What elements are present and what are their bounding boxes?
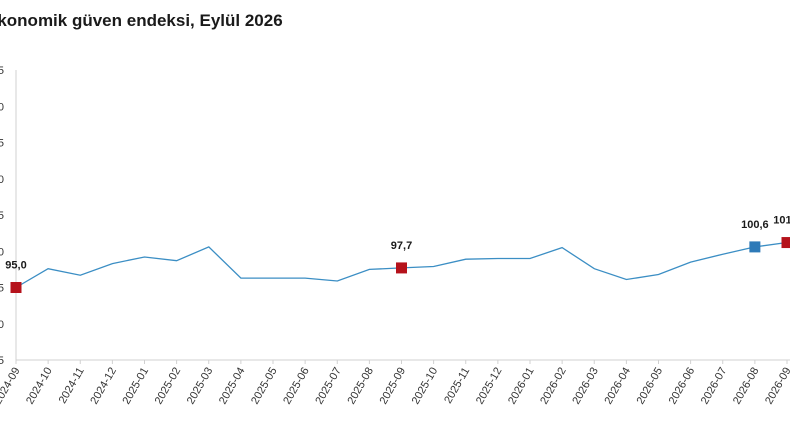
x-tick-label: 2026-04 (602, 366, 633, 407)
x-tick-label: 2025-06 (281, 366, 312, 407)
x-tick-label: 2026-07 (699, 366, 730, 407)
y-tick-label: 100 (0, 246, 4, 258)
y-tick-label: 85 (0, 355, 4, 367)
x-tick-label: 2025-10 (410, 366, 441, 407)
data-label: 101,2 (773, 215, 790, 227)
data-marker (396, 262, 407, 274)
data-marker (10, 282, 22, 293)
chart-title: Ekonomik güven endeksi, Eylül 2026 (0, 11, 283, 30)
x-tick-label: 2025-07 (313, 366, 344, 407)
data-marker (749, 241, 761, 253)
data-marker (781, 237, 790, 249)
x-tick-label: 2025-01 (121, 366, 152, 407)
data-label: 100,6 (741, 219, 769, 231)
x-tick-label: 2026-06 (667, 366, 698, 407)
x-tick-label: 2026-03 (570, 366, 601, 407)
x-tick-label: 2026-09 (763, 366, 790, 407)
data-label: 97,7 (391, 240, 412, 252)
x-tick-label: 2024-11 (57, 366, 87, 406)
x-tick-label: 2024-09 (0, 366, 23, 407)
x-tick-label: 2025-03 (185, 366, 216, 407)
x-tick-label: 2025-04 (217, 366, 248, 407)
y-tick-label: 115 (0, 138, 4, 150)
x-tick-label: 2025-02 (153, 366, 184, 407)
x-tick-label: 2025-05 (249, 366, 280, 407)
x-tick-label: 2026-01 (506, 366, 537, 407)
y-tick-label: 105 (0, 210, 4, 222)
x-tick-label: 2025-11 (442, 366, 472, 406)
x-tick-label: 2026-08 (731, 366, 762, 407)
y-tick-label: 90 (0, 319, 4, 331)
y-tick-label: 120 (0, 101, 4, 113)
x-tick-label: 2025-08 (345, 366, 376, 407)
y-tick-label: 125 (0, 65, 4, 77)
x-tick-label: 2026-02 (538, 366, 569, 407)
data-label: 95,0 (5, 260, 26, 272)
x-tick-label: 2024-10 (24, 366, 55, 407)
x-tick-label: 2025-09 (378, 366, 409, 407)
y-tick-label: 110 (0, 174, 4, 186)
x-tick-label: 2025-12 (474, 366, 505, 407)
x-tick-label: 2026-05 (635, 366, 666, 407)
x-tick-label: 2024-12 (88, 366, 119, 407)
y-tick-label: 95 (0, 283, 4, 295)
